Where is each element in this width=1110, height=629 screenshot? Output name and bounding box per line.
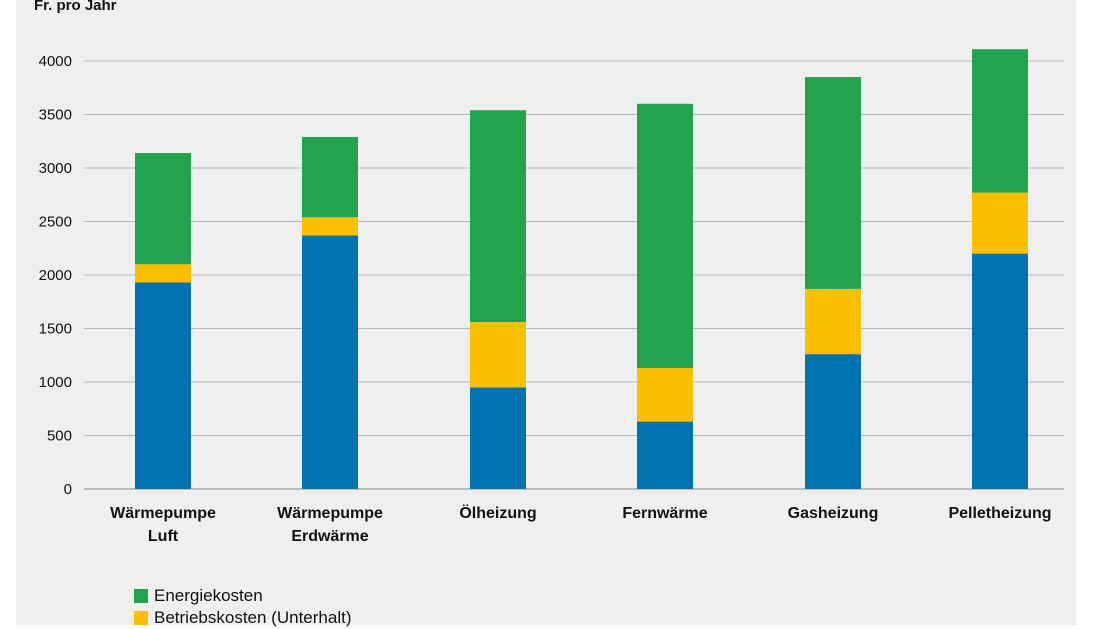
legend-label-betriebskosten: Betriebskosten (Unterhalt) (154, 608, 352, 627)
x-tick-label: Wärmepumpe (110, 505, 216, 522)
bar-betrieb-1 (302, 217, 358, 236)
bar-kapital-3 (637, 421, 693, 489)
bar-energie-4 (805, 77, 861, 289)
bar-betrieb-3 (637, 368, 693, 422)
bar-energie-0 (135, 153, 191, 265)
y-tick-label: 3500 (39, 107, 72, 124)
bar-kapital-5 (972, 253, 1028, 489)
y-axis-title: Fr. pro Jahr (34, 0, 117, 14)
x-tick-label: Gasheizung (788, 505, 879, 522)
bar-energie-2 (470, 110, 526, 323)
x-tick-label: Fernwärme (622, 505, 707, 522)
bar-kapital-4 (805, 354, 861, 489)
bar-energie-1 (302, 136, 358, 218)
bar-energie-3 (637, 103, 693, 369)
bar-kapital-2 (470, 387, 526, 489)
x-tick-label: Luft (148, 528, 179, 545)
legend-item-energiekosten: Energiekosten (134, 585, 351, 607)
legend-swatch-energiekosten (134, 589, 148, 603)
legend-label-energiekosten: Energiekosten (154, 586, 263, 605)
bar-betrieb-0 (135, 264, 191, 283)
chart-panel (16, 0, 1076, 625)
y-tick-label: 3000 (39, 160, 72, 177)
bar-betrieb-5 (972, 192, 1028, 254)
bar-betrieb-2 (470, 322, 526, 388)
y-tick-label: 2000 (39, 267, 72, 284)
legend-swatch-betriebskosten (134, 611, 148, 625)
legend: Energiekosten Betriebskosten (Unterhalt) (134, 585, 351, 629)
y-tick-label: 2500 (39, 214, 72, 231)
y-tick-label: 500 (47, 428, 72, 445)
y-tick-label: 1000 (39, 374, 72, 391)
bar-energie-5 (972, 49, 1028, 193)
x-tick-label: Erdwärme (291, 528, 368, 545)
legend-item-betriebskosten: Betriebskosten (Unterhalt) (134, 607, 351, 629)
x-tick-label: Wärmepumpe (277, 505, 383, 522)
x-tick-label: Pelletheizung (948, 505, 1051, 522)
bar-kapital-1 (302, 235, 358, 489)
y-tick-label: 1500 (39, 321, 72, 338)
bar-betrieb-4 (805, 288, 861, 355)
y-tick-label: 4000 (39, 53, 72, 70)
bar-kapital-0 (135, 282, 191, 489)
y-tick-label: 0 (64, 481, 72, 498)
x-tick-label: Ölheizung (459, 503, 536, 522)
